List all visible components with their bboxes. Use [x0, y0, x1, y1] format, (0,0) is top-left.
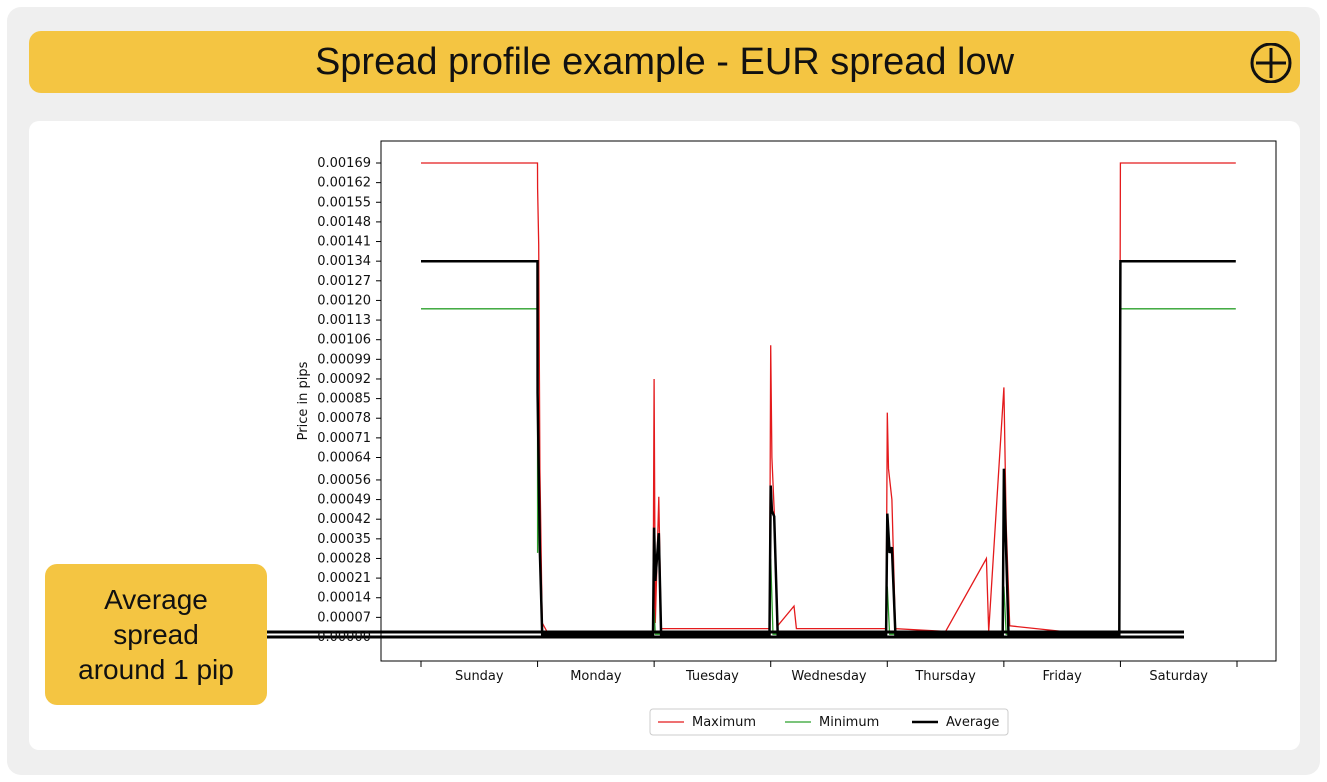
y-tick-label: 0.00169	[317, 156, 371, 171]
axis-layer: 0.00000 0.00007 0.00014 0.00021 0.00028 0.000…	[296, 140, 1277, 684]
x-tick-label: Sunday	[455, 669, 504, 684]
series-line-maximum	[421, 162, 1236, 633]
y-tick-label: 0.00155	[317, 195, 371, 210]
y-tick-label: 0.00071	[317, 431, 371, 446]
y-tick-label: 0.00014	[317, 591, 371, 606]
plot-frame	[380, 140, 1277, 662]
chart-legend: Maximum Minimum Average	[649, 708, 1009, 736]
y-tick-label: 0.00049	[317, 493, 371, 508]
y-tick-label: 0.00028	[317, 551, 371, 566]
legend-label-maximum: Maximum	[692, 715, 756, 730]
y-tick-label: 0.00106	[317, 333, 371, 348]
series-line-average	[421, 259, 1236, 636]
y-tick-label: 0.00042	[317, 512, 371, 527]
callout-text: Average spread around 1 pip	[78, 584, 234, 685]
legend-label-minimum: Minimum	[819, 715, 879, 730]
y-tick-label: 0.00056	[317, 473, 371, 488]
y-tick-label: 0.00141	[317, 235, 371, 250]
circle-plus-icon	[1250, 43, 1292, 83]
series-line-minimum	[421, 308, 1236, 635]
x-tick-label: Saturday	[1149, 669, 1208, 684]
x-tick-label: Monday	[570, 669, 622, 684]
y-tick-label: 0.00162	[317, 176, 371, 191]
y-tick-label: 0.00000	[317, 630, 371, 645]
y-tick-label: 0.00134	[317, 254, 371, 269]
average-spread-callout: Average spread around 1 pip	[45, 564, 267, 705]
x-tick-label: Thursday	[914, 669, 976, 684]
y-tick-label: 0.00148	[317, 215, 371, 230]
x-tick-label: Friday	[1042, 669, 1082, 684]
y-tick-label: 0.00035	[317, 532, 371, 547]
legend-box	[649, 708, 1009, 736]
y-tick-label: 0.00113	[317, 313, 371, 328]
y-tick-label: 0.00092	[317, 372, 371, 387]
y-tick-label: 0.00099	[317, 352, 371, 367]
title-bar: Spread profile example - EUR spread low	[29, 31, 1300, 93]
expand-button[interactable]	[1248, 43, 1294, 83]
y-tick-label: 0.00078	[317, 411, 371, 426]
y-tick-label: 0.00120	[317, 293, 371, 308]
y-tick-label: 0.00007	[317, 610, 371, 625]
y-tick-label: 0.00064	[317, 450, 371, 465]
page-title: Spread profile example - EUR spread low	[314, 41, 1015, 83]
y-tick-label: 0.00085	[317, 392, 371, 407]
y-tick-label: 0.00021	[317, 571, 371, 586]
x-tick-label: Wednesday	[791, 669, 867, 684]
y-axis-label: Price in pips	[296, 361, 311, 440]
y-tick-label: 0.00127	[317, 274, 371, 289]
x-tick-label: Tuesday	[685, 669, 739, 684]
legend-label-average: Average	[946, 715, 999, 730]
plot-layer	[267, 162, 1236, 639]
